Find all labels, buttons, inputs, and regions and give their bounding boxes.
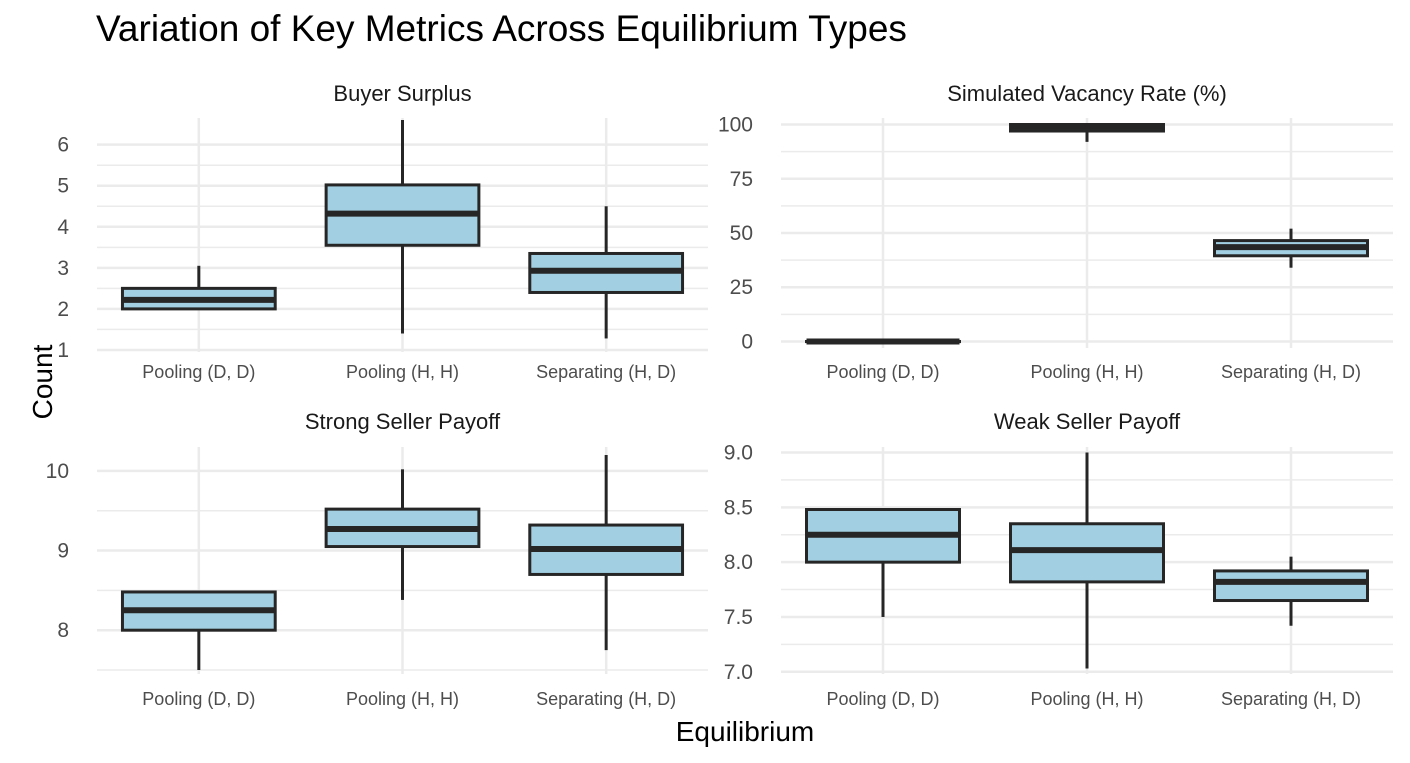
y-tick-label: 100 xyxy=(718,114,753,137)
y-tick-label: 8.5 xyxy=(724,496,753,519)
x-axis-label: Equilibrium xyxy=(675,716,815,747)
y-tick-label: 9 xyxy=(57,540,69,563)
y-tick-label: 6 xyxy=(57,134,69,157)
panel-title: Weak Seller Payoff xyxy=(994,409,1181,434)
x-tick-label: Pooling (H, H) xyxy=(1030,689,1143,709)
x-tick-label: Pooling (H, H) xyxy=(346,689,459,709)
y-tick-label: 7.0 xyxy=(724,661,753,684)
x-tick-label: Pooling (D, D) xyxy=(826,689,939,709)
y-tick-label: 5 xyxy=(57,175,69,198)
y-tick-label: 7.5 xyxy=(724,606,753,629)
y-tick-label: 1 xyxy=(57,339,69,362)
y-tick-label: 75 xyxy=(730,168,753,191)
y-tick-label: 4 xyxy=(57,216,69,239)
y-tick-label: 9.0 xyxy=(724,441,753,464)
y-tick-label: 50 xyxy=(730,222,753,245)
x-tick-label: Separating (H, D) xyxy=(536,689,676,709)
x-tick-label: Pooling (D, D) xyxy=(142,362,255,382)
x-tick-label: Pooling (H, H) xyxy=(1030,362,1143,382)
x-tick-label: Pooling (D, D) xyxy=(826,362,939,382)
x-tick-label: Separating (H, D) xyxy=(536,362,676,382)
x-tick-label: Separating (H, D) xyxy=(1221,689,1361,709)
y-tick-label: 0 xyxy=(741,330,753,353)
panel-title: Simulated Vacancy Rate (%) xyxy=(947,81,1227,106)
x-tick-label: Separating (H, D) xyxy=(1221,362,1361,382)
x-tick-label: Pooling (D, D) xyxy=(142,689,255,709)
panel-title: Strong Seller Payoff xyxy=(305,409,501,434)
panel-title: Buyer Surplus xyxy=(333,81,471,106)
y-tick-label: 2 xyxy=(57,298,69,321)
box xyxy=(1213,569,1369,603)
x-tick-label: Pooling (H, H) xyxy=(346,362,459,382)
y-tick-label: 8.0 xyxy=(724,551,753,574)
chart-title: Variation of Key Metrics Across Equilibr… xyxy=(96,8,907,49)
y-tick-label: 25 xyxy=(730,276,753,299)
y-tick-label: 10 xyxy=(46,460,69,483)
y-tick-label: 3 xyxy=(57,257,69,280)
y-tick-label: 8 xyxy=(57,619,69,642)
